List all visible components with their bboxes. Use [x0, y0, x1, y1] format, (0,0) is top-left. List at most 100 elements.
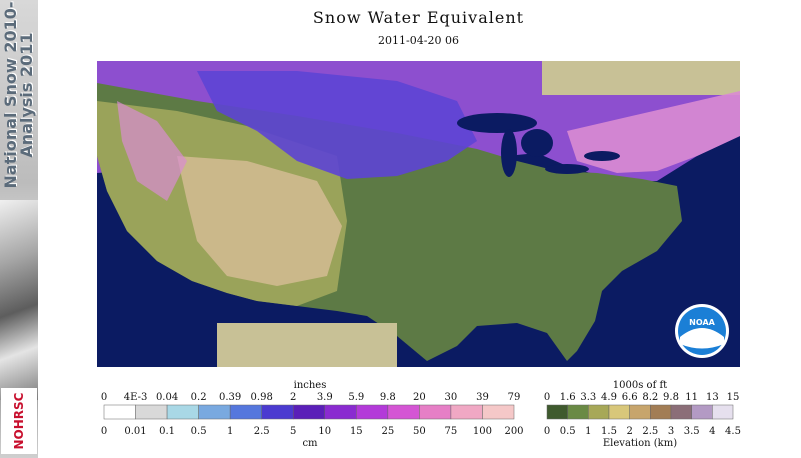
elev-top-tick: 3.3: [580, 392, 596, 403]
swe-bottom-tick: 1: [227, 426, 233, 437]
elev-bottom-tick: 2.5: [642, 426, 658, 437]
swe-bottom-tick: 0: [101, 426, 107, 437]
legends: 0 4E-3 0.04 0.2 0.39 0.98 2 3.9 5.9 9.8 20 30 39 79 0…: [101, 392, 741, 437]
elev-top-tick: 6.6: [622, 392, 638, 403]
elev-top-tick: 0: [544, 392, 550, 403]
swe-top-tick: 3.9: [317, 392, 333, 403]
snow-cover-mountains: [117, 101, 187, 201]
swe-top-tick: 9.8: [380, 392, 396, 403]
swe-bottom-tick: 0.01: [124, 426, 146, 437]
swe-top-tick: 5.9: [348, 392, 364, 403]
elev-top-tick: 8.2: [642, 392, 658, 403]
lake-michigan: [501, 129, 517, 177]
swe-top-tick: 30: [445, 392, 458, 403]
nohrsc-logo: NOHRSC: [1, 388, 37, 454]
elev-color-swatch: [629, 404, 651, 420]
swe-unit-top: inches: [293, 380, 327, 391]
swe-color-swatch: [324, 404, 357, 420]
elev-bottom-tick: 3: [668, 426, 674, 437]
page-title: Snow Water Equivalent: [312, 8, 525, 27]
elev-color-swatch: [608, 404, 630, 420]
elev-bottom-tick: 2: [626, 426, 632, 437]
swe-top-tick: 0.39: [219, 392, 241, 403]
elev-top-ticks: 0 1.6 3.3 4.9 6.6 8.2 9.8 11 13 15: [544, 392, 740, 403]
elev-unit-top: 1000s of ft: [612, 380, 668, 391]
swe-color-swatch: [450, 404, 483, 420]
swe-bottom-tick: 25: [381, 426, 394, 437]
swe-color-swatch: [229, 404, 262, 420]
elev-color-swatch: [670, 404, 692, 420]
elev-bottom-tick: 4: [709, 426, 715, 437]
banner-title: National Snow 2010- Analysis 2011: [1, 2, 36, 189]
elev-top-tick: 9.8: [663, 392, 679, 403]
swe-top-tick: 2: [290, 392, 296, 403]
elev-color-swatch: [712, 404, 734, 420]
swe-bottom-tick: 75: [445, 426, 458, 437]
swe-top-tick: 0: [101, 392, 107, 403]
swe-bottom-tick: 50: [413, 426, 426, 437]
swe-top-tick: 20: [413, 392, 426, 403]
swe-bottom-tick: 10: [318, 426, 331, 437]
swe-color-swatch: [356, 404, 389, 420]
sidebar-banner: National Snow 2010- Analysis 2011 NOHRSC: [0, 0, 38, 458]
no-data-area-s: [337, 323, 397, 367]
swe-bottom-tick: 200: [504, 426, 523, 437]
snow-cover-north: [197, 71, 477, 179]
swe-bottom-tick: 0.1: [159, 426, 175, 437]
swe-bottom-tick: 0.5: [191, 426, 207, 437]
elev-bottom-tick: 1: [585, 426, 591, 437]
swe-color-swatch: [135, 404, 168, 420]
swe-top-tick: 0.2: [191, 392, 207, 403]
swe-color-swatch: [292, 404, 326, 420]
elev-top-tick: 13: [706, 392, 719, 403]
swe-top-tick: 0.98: [251, 392, 273, 403]
elev-bottom-tick: 0: [544, 426, 550, 437]
elev-top-tick: 4.9: [601, 392, 617, 403]
elev-bottom-tick: 3.5: [684, 426, 700, 437]
elev-color-swatch: [567, 404, 589, 420]
swe-bottom-tick: 2.5: [254, 426, 270, 437]
elev-unit-bottom: Elevation (km): [602, 438, 678, 449]
elev-color-bar: [546, 404, 734, 420]
swe-color-swatch: [166, 404, 199, 420]
swe-top-ticks: 0 4E-3 0.04 0.2 0.39 0.98 2 3.9 5.9 9.8 20 30 39 79: [101, 392, 521, 403]
swe-bottom-tick: 100: [473, 426, 492, 437]
swe-color-swatch: [198, 404, 231, 420]
noaa-logo: NOAA: [675, 304, 729, 358]
lake-erie: [545, 164, 589, 174]
rocky-highlands: [177, 156, 342, 286]
map-timestamp: 2011-04-20 06: [378, 34, 459, 47]
lake-ontario: [584, 151, 620, 161]
swe-top-tick: 4E-3: [124, 392, 148, 403]
swe-color-swatch: [387, 404, 420, 420]
elev-bottom-tick: 4.5: [725, 426, 741, 437]
lake-superior: [457, 113, 537, 133]
swe-color-swatch: [103, 404, 136, 420]
elev-color-swatch: [546, 404, 568, 420]
swe-color-swatch: [261, 404, 294, 420]
elev-color-swatch: [691, 404, 713, 420]
no-data-area-ne: [542, 61, 740, 95]
elev-top-tick: 11: [685, 392, 698, 403]
snow-map: NOAA: [97, 61, 740, 367]
swe-top-tick: 0.04: [156, 392, 178, 403]
swe-top-tick: 39: [476, 392, 489, 403]
swe-bottom-ticks: 0 0.01 0.1 0.5 1 2.5 5 10 15 25 50 75 100 200: [101, 426, 524, 437]
swe-color-bar: [103, 404, 515, 420]
noaa-logo-text: NOAA: [689, 318, 715, 327]
swe-bottom-tick: 5: [290, 426, 296, 437]
elev-color-swatch: [588, 404, 610, 420]
elev-bottom-tick: 1.5: [601, 426, 617, 437]
no-data-area-sw: [217, 323, 357, 367]
banner-line-2: Analysis 2011: [17, 32, 36, 158]
elev-top-tick: 15: [727, 392, 740, 403]
elev-bottom-tick: 0.5: [560, 426, 576, 437]
lake-huron: [521, 129, 553, 157]
swe-unit-bottom: cm: [302, 438, 318, 449]
swe-color-swatch: [419, 404, 452, 420]
swe-top-tick: 79: [508, 392, 521, 403]
elev-color-swatch: [650, 404, 672, 420]
swe-color-swatch: [482, 404, 515, 420]
elev-bottom-ticks: 0 0.5 1 1.5 2 2.5 3 3.5 4 4.5: [544, 426, 741, 437]
snow-photo: [0, 200, 38, 400]
